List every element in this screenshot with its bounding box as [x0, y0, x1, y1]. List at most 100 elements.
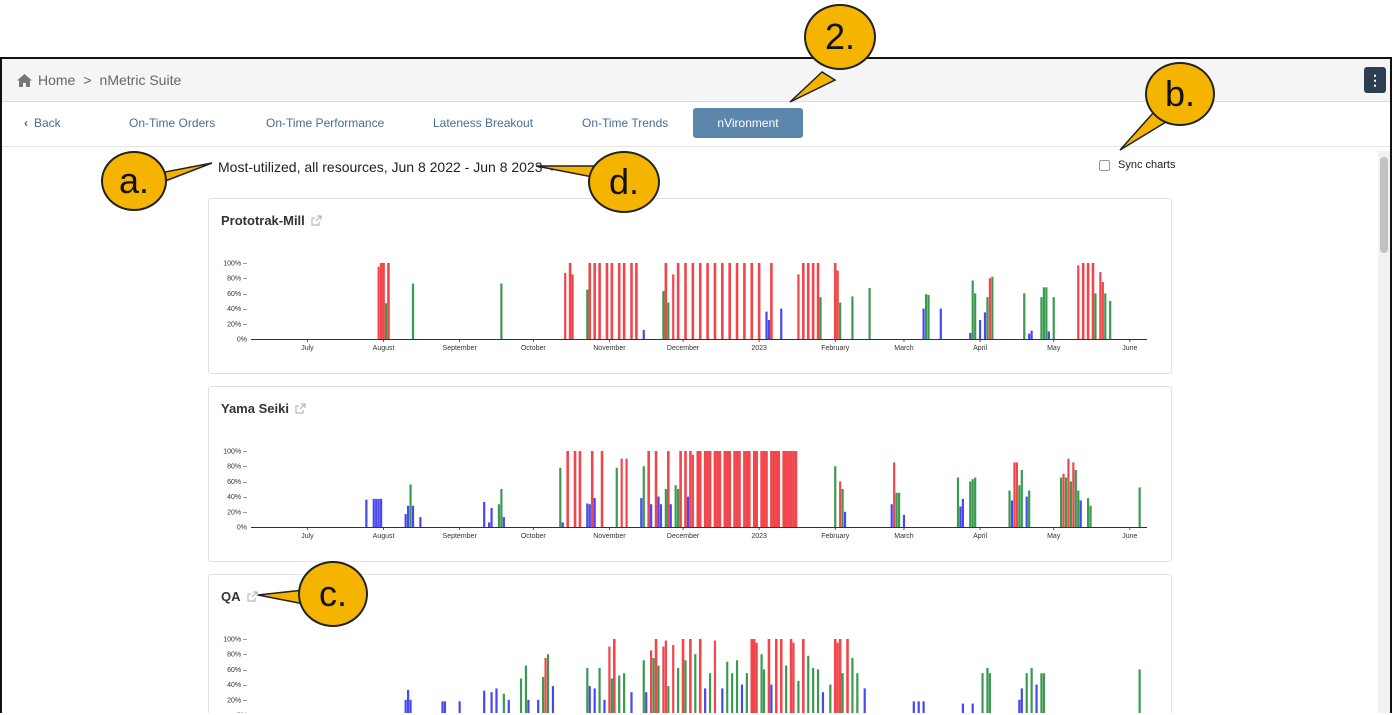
utilization-bar[interactable] [841, 673, 844, 713]
utilization-bar[interactable] [713, 263, 717, 339]
utilization-bar[interactable] [698, 639, 702, 713]
utilization-bar[interactable] [745, 673, 748, 713]
utilization-bar[interactable] [676, 263, 680, 339]
utilization-bar[interactable] [767, 320, 771, 339]
utilization-bar[interactable] [586, 289, 589, 339]
utilization-bar[interactable] [902, 514, 906, 527]
utilization-bar[interactable] [1040, 673, 1043, 713]
utilization-bar[interactable] [497, 504, 501, 527]
utilization-bar[interactable] [686, 496, 690, 527]
utilization-bar[interactable] [502, 517, 505, 527]
utilization-bar[interactable] [419, 517, 422, 527]
utilization-bar[interactable] [1045, 287, 1048, 339]
utilization-bar[interactable] [689, 451, 692, 527]
utilization-bar[interactable] [750, 263, 754, 339]
utilization-bar[interactable] [703, 451, 707, 527]
utilization-bar[interactable] [713, 451, 717, 527]
utilization-bar[interactable] [672, 274, 675, 339]
utilization-bar[interactable] [1040, 297, 1043, 339]
utilization-bar[interactable] [593, 498, 596, 527]
utilization-bar[interactable] [600, 451, 604, 527]
utilization-bar[interactable] [677, 667, 680, 713]
utilization-bar[interactable] [743, 451, 746, 527]
utilization-bar[interactable] [1018, 699, 1021, 713]
tab-on-time-trends[interactable]: On-Time Trends [582, 116, 669, 130]
utilization-bar[interactable] [642, 329, 645, 339]
utilization-bar[interactable] [654, 451, 658, 527]
utilization-bar[interactable] [1010, 500, 1014, 527]
utilization-bar[interactable] [971, 479, 974, 527]
utilization-bar[interactable] [721, 688, 724, 713]
utilization-bar[interactable] [635, 263, 638, 339]
utilization-bar[interactable] [981, 673, 984, 713]
utilization-bar[interactable] [834, 466, 837, 527]
utilization-bar[interactable] [662, 646, 665, 713]
utilization-bar[interactable] [775, 639, 778, 713]
utilization-bar[interactable] [380, 498, 383, 527]
utilization-bar[interactable] [755, 451, 758, 527]
utilization-bar[interactable] [961, 703, 964, 713]
utilization-bar[interactable] [760, 654, 763, 713]
utilization-bar[interactable] [617, 263, 621, 339]
utilization-bar[interactable] [726, 661, 729, 713]
utilization-bar[interactable] [839, 302, 842, 339]
utilization-bar[interactable] [691, 263, 695, 339]
utilization-bar[interactable] [1067, 458, 1070, 527]
utilization-bar[interactable] [372, 498, 375, 527]
utilization-bar[interactable] [593, 263, 596, 339]
utilization-bar[interactable] [971, 280, 974, 339]
utilization-bar[interactable] [667, 302, 670, 339]
utilization-bar[interactable] [571, 274, 574, 339]
utilization-bar[interactable] [384, 303, 388, 339]
utilization-bar[interactable] [603, 699, 606, 713]
utilization-bar[interactable] [713, 640, 717, 713]
utilization-bar[interactable] [488, 522, 491, 527]
utilization-bar[interactable] [851, 658, 854, 713]
utilization-bar[interactable] [387, 263, 390, 339]
utilization-bar[interactable] [748, 451, 751, 527]
utilization-bar[interactable] [833, 263, 837, 339]
utilization-bar[interactable] [667, 686, 670, 713]
utilization-bar[interactable] [838, 639, 842, 713]
utilization-bar[interactable] [625, 458, 628, 527]
utilization-bar[interactable] [598, 263, 601, 339]
utilization-bar[interactable] [1028, 333, 1031, 339]
utilization-bar[interactable] [495, 688, 498, 713]
utilization-bar[interactable] [988, 673, 991, 713]
utilization-bar[interactable] [836, 270, 839, 339]
utilization-bar[interactable] [664, 640, 667, 713]
utilization-bar[interactable] [605, 263, 609, 339]
utilization-bar[interactable] [986, 297, 989, 339]
utilization-bar[interactable] [807, 655, 810, 713]
utilization-bar[interactable] [659, 504, 663, 527]
utilization-bar[interactable] [1030, 330, 1033, 339]
utilization-bar[interactable] [708, 451, 712, 527]
utilization-bar[interactable] [757, 263, 761, 339]
utilization-bar[interactable] [647, 451, 650, 527]
utilization-bar[interactable] [1047, 331, 1050, 339]
utilization-bar[interactable] [839, 481, 842, 527]
utilization-bar[interactable] [642, 466, 645, 527]
utilization-bar[interactable] [868, 288, 871, 339]
utilization-bar[interactable] [1062, 473, 1065, 527]
utilization-bar[interactable] [738, 451, 741, 527]
external-link-icon[interactable] [295, 403, 306, 414]
utilization-bar[interactable] [1064, 477, 1068, 527]
utilization-bar[interactable] [559, 467, 562, 527]
utilization-bar[interactable] [770, 263, 773, 339]
utilization-bar[interactable] [986, 667, 989, 713]
utilization-bar[interactable] [983, 312, 987, 339]
utilization-bar[interactable] [765, 451, 768, 527]
utilization-bar[interactable] [1109, 301, 1112, 339]
sync-charts-toggle[interactable]: Sync charts [1099, 159, 1175, 171]
utilization-bar[interactable] [833, 639, 837, 713]
utilization-bar[interactable] [1138, 669, 1141, 713]
utilization-bar[interactable] [411, 505, 415, 527]
utilization-bar[interactable] [645, 692, 648, 713]
utilization-bar[interactable] [721, 263, 724, 339]
utilization-bar[interactable] [890, 504, 893, 527]
utilization-bar[interactable] [365, 499, 368, 527]
utilization-bar[interactable] [797, 680, 800, 713]
utilization-bar[interactable] [974, 293, 977, 339]
utilization-bar[interactable] [841, 489, 844, 527]
